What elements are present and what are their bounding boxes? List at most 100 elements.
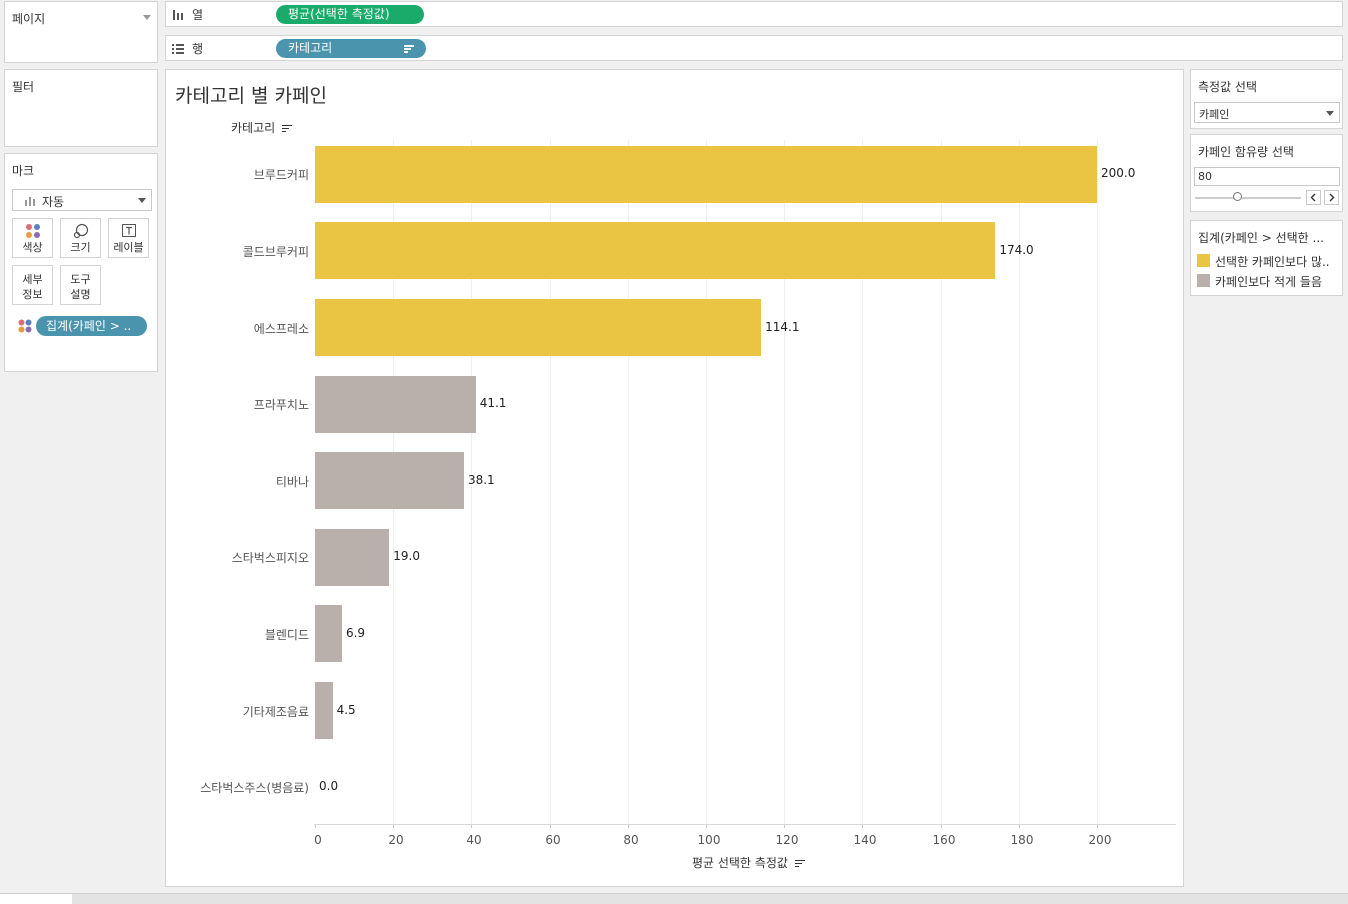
gridline — [941, 140, 942, 824]
category-header[interactable]: 카테고리 — [231, 119, 292, 136]
category-label[interactable]: 블렌디드 — [264, 627, 309, 642]
active-sheet-tab[interactable] — [0, 894, 72, 904]
bar[interactable] — [315, 145, 1097, 203]
caffeine-input[interactable]: 80 — [1194, 167, 1340, 186]
color-button[interactable]: 색상 — [12, 218, 53, 258]
x-axis-title[interactable]: 평균 선택한 측정값 — [692, 854, 805, 871]
mark-type-dropdown[interactable]: 자동 — [12, 189, 152, 211]
bar[interactable] — [315, 299, 762, 356]
rows-category-pill[interactable]: 카테고리 — [276, 39, 426, 58]
bar-value-label: 38.1 — [467, 472, 495, 487]
label-button-label: 레이블 — [113, 241, 144, 254]
x-tick-label: 60 — [545, 833, 561, 847]
x-axis-sort-icon[interactable] — [794, 859, 805, 868]
size-button[interactable]: 크기 — [60, 218, 101, 258]
x-tick-label: 140 — [853, 833, 877, 847]
x-tick-mark — [315, 824, 316, 828]
detail-label-line1: 세부 — [22, 273, 43, 286]
category-label[interactable]: 스타벅스피지오 — [231, 551, 309, 566]
x-tick-label: 40 — [466, 833, 482, 847]
bar[interactable] — [315, 682, 333, 739]
pages-panel: 페이지 — [4, 1, 158, 63]
pages-collapse-arrow-icon[interactable] — [143, 15, 151, 20]
sheet-tab-bar[interactable] — [0, 893, 1348, 904]
rows-shelf-text: 행 — [192, 42, 204, 56]
category-sort-icon[interactable] — [282, 124, 292, 133]
bar[interactable] — [315, 375, 476, 433]
rows-shelf[interactable]: 행 카테고리 — [165, 35, 1343, 61]
caffeine-slider-track[interactable] — [1195, 197, 1301, 199]
bar[interactable] — [315, 222, 996, 280]
legend-label-below: 카페인보다 적게 들음 — [1215, 275, 1322, 289]
caffeine-parameter-card: 카페인 함유량 선택 80 — [1190, 134, 1343, 212]
chart-title: 카테고리 별 카페인 — [175, 85, 327, 107]
text-label-icon — [122, 224, 136, 237]
x-tick-label: 180 — [1010, 833, 1034, 847]
x-tick-mark — [628, 824, 629, 828]
color-field-pill-label: 집계(카페인 > .. — [46, 319, 132, 333]
filters-panel[interactable]: 필터 — [4, 69, 158, 147]
measure-parameter-title: 측정값 선택 — [1198, 80, 1258, 94]
category-label[interactable]: 콜드브루커피 — [242, 244, 309, 259]
columns-icon — [173, 9, 183, 20]
category-label[interactable]: 브루드커피 — [253, 168, 309, 183]
bar[interactable] — [315, 605, 342, 663]
bar-value-label: 114.1 — [765, 319, 800, 334]
marks-panel: 마크 자동 색상 크기 레이블 세부 정보 도구 설명 — [4, 153, 158, 372]
category-label[interactable]: 프라푸치노 — [253, 398, 309, 413]
label-button[interactable]: 레이블 — [108, 218, 149, 258]
x-axis-line — [314, 824, 1176, 825]
x-tick-mark — [784, 824, 785, 828]
measure-parameter-card: 측정값 선택 카페인 — [1190, 69, 1343, 129]
x-tick-mark — [941, 824, 942, 828]
color-legend-card: 집계(카페인 > 선택한 ... 선택한 카페인보다 많.. 카페인보다 적게 … — [1190, 220, 1343, 296]
detail-label-line2: 정보 — [22, 288, 43, 301]
mark-type-dropdown-arrow-icon — [138, 198, 146, 203]
mark-type-value: 자동 — [42, 195, 65, 209]
measure-select[interactable]: 카페인 — [1194, 102, 1340, 123]
legend-swatch-below — [1197, 274, 1210, 287]
x-tick-mark — [471, 824, 472, 828]
x-tick-mark — [393, 824, 394, 828]
measure-select-value: 카페인 — [1199, 108, 1230, 121]
legend-item[interactable]: 선택한 카페인보다 많.. — [1191, 252, 1344, 270]
gridline — [706, 140, 707, 824]
tooltip-label-line1: 도구 — [70, 273, 91, 286]
x-tick-label: 100 — [697, 833, 721, 847]
x-tick-label: 160 — [932, 833, 956, 847]
rows-shelf-label: 행 — [172, 40, 203, 57]
slider-decrement-button[interactable] — [1306, 190, 1321, 205]
gridline — [628, 140, 629, 824]
chevron-left-icon — [1310, 193, 1316, 202]
slider-increment-button[interactable] — [1324, 190, 1339, 205]
category-label[interactable]: 스타벅스주스(병음료) — [200, 781, 309, 796]
bar[interactable] — [315, 528, 390, 586]
filters-title: 필터 — [12, 80, 35, 94]
color-dots-icon — [26, 224, 40, 238]
x-axis-title-label: 평균 선택한 측정값 — [692, 856, 788, 870]
gridline — [1019, 140, 1020, 824]
tooltip-button[interactable]: 도구 설명 — [60, 265, 101, 305]
color-field-pill[interactable]: 집계(카페인 > .. — [36, 316, 147, 336]
pages-title: 페이지 — [12, 12, 46, 26]
gridline — [784, 140, 785, 824]
x-tick-mark — [706, 824, 707, 828]
detail-button[interactable]: 세부 정보 — [12, 265, 53, 305]
category-label[interactable]: 에스프레소 — [253, 321, 309, 336]
category-header-label: 카테고리 — [231, 121, 276, 135]
x-tick-mark — [550, 824, 551, 828]
columns-shelf[interactable]: 열 평균(선택한 측정값) — [165, 1, 1343, 27]
category-label[interactable]: 기타제조음료 — [242, 704, 309, 719]
caffeine-slider-thumb[interactable] — [1232, 192, 1242, 201]
detail-button-label: 세부 정보 — [13, 272, 52, 302]
x-tick-mark — [862, 824, 863, 828]
gridline — [862, 140, 863, 824]
rows-pill-sort-icon — [404, 45, 414, 53]
bar[interactable] — [315, 452, 464, 510]
bar-value-label: 6.9 — [345, 625, 366, 640]
category-label[interactable]: 티바나 — [275, 474, 309, 489]
columns-measure-pill[interactable]: 평균(선택한 측정값) — [276, 5, 424, 24]
bar-value-label: 41.1 — [479, 396, 507, 411]
legend-item[interactable]: 카페인보다 적게 들음 — [1191, 272, 1344, 290]
bar-value-label: 19.0 — [393, 549, 420, 564]
